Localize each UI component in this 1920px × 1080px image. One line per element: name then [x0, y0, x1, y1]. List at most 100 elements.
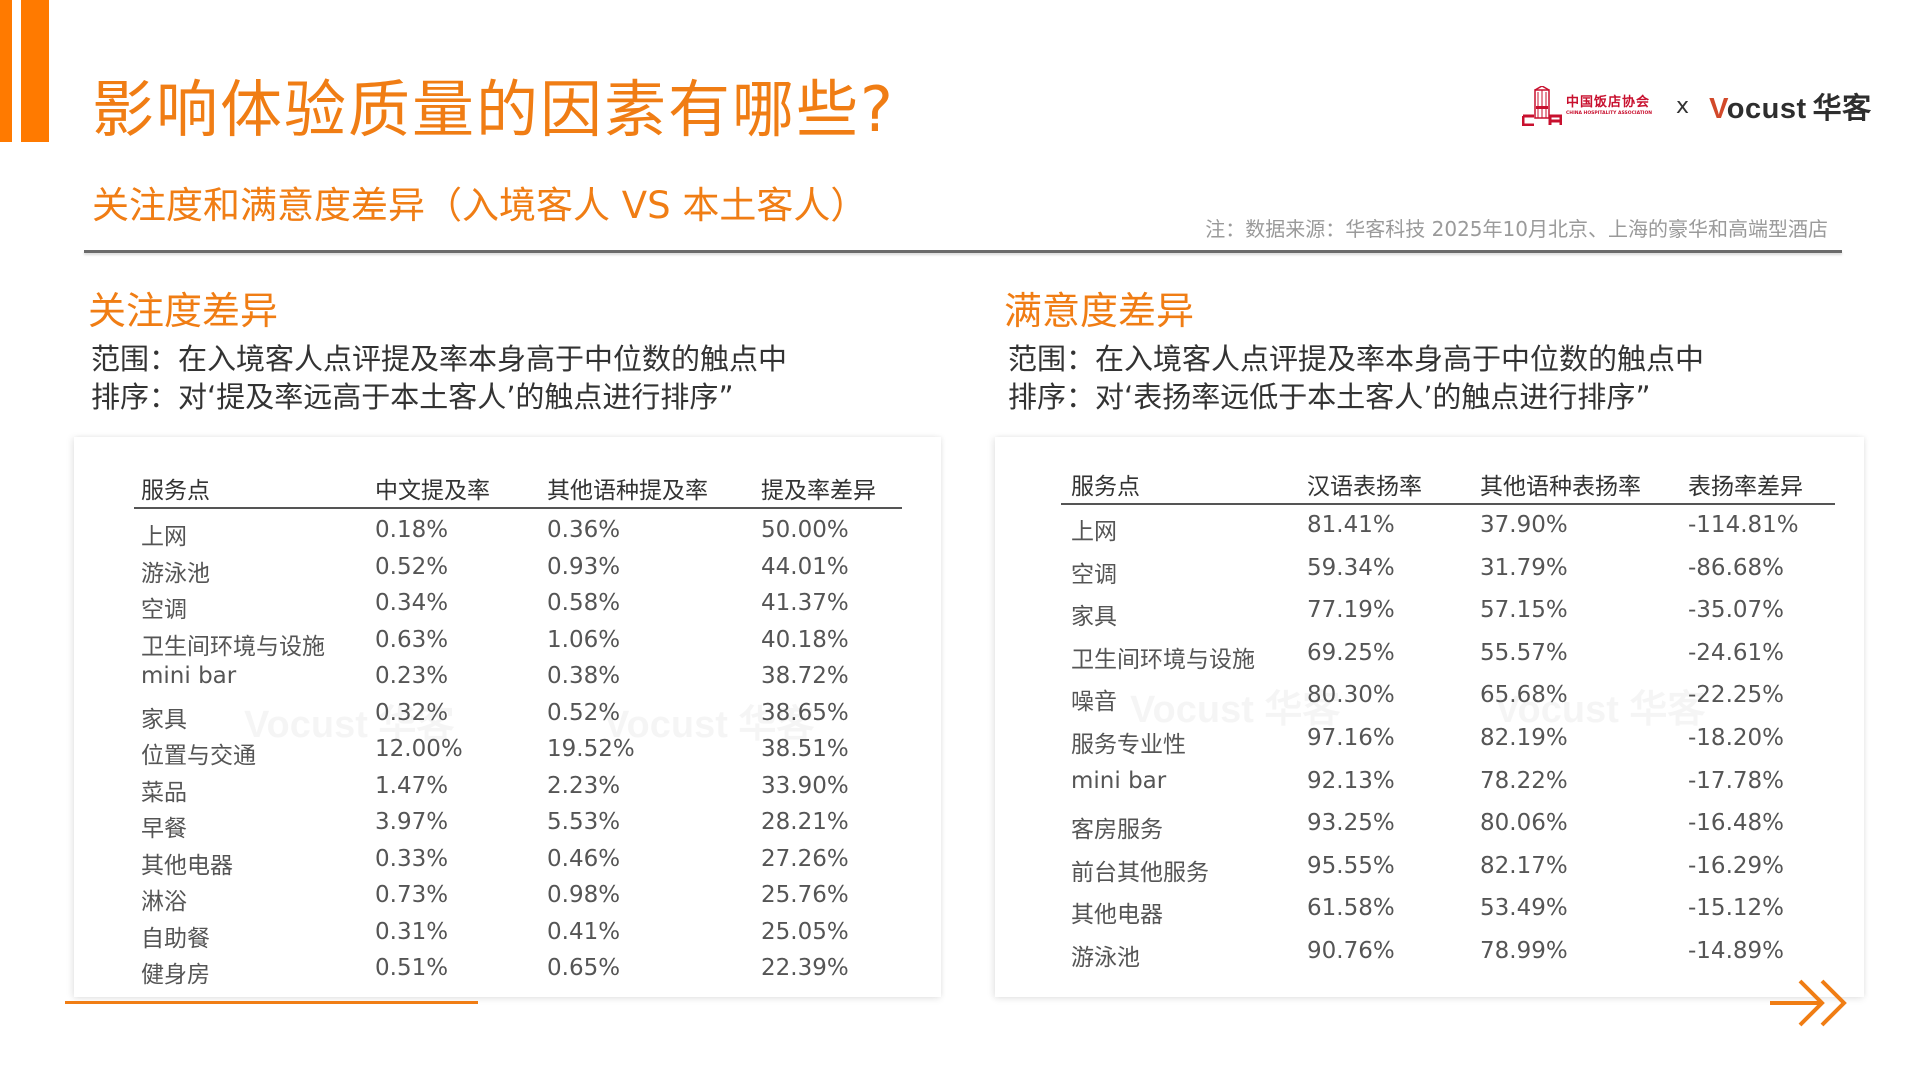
rate-diff-cell: 25.76% — [761, 882, 849, 908]
service-point-cell: 噪音 — [1071, 689, 1117, 716]
rate-other-cell: 78.99% — [1480, 938, 1568, 964]
rate-diff-cell: -22.25% — [1688, 682, 1784, 709]
service-point-cell: 客房服务 — [1071, 817, 1163, 844]
rate-other-cell: 0.41% — [547, 918, 621, 945]
rate-diff-cell: -35.07% — [1688, 597, 1784, 624]
rate-other-cell: 82.17% — [1480, 852, 1568, 879]
rate-other-cell: 78.22% — [1480, 767, 1568, 794]
rate-other-cell: 80.06% — [1480, 810, 1568, 837]
rate-cn-cell: 0.51% — [375, 955, 449, 981]
rate-diff-cell: -24.61% — [1688, 639, 1784, 666]
rate-other-cell: 82.19% — [1480, 725, 1568, 751]
rate-other-cell: 0.38% — [547, 663, 621, 689]
satisfaction-scope: 范围：在入境客人点评提及率本身高于中位数的触点中 — [1008, 342, 1705, 376]
header-underline — [1061, 503, 1835, 505]
rate-cn-cell: 3.97% — [375, 809, 449, 835]
rate-diff-cell: -16.48% — [1688, 810, 1784, 837]
column-header: 中文提及率 — [375, 478, 490, 504]
attention-table-card: Vocust 华客 Vocust 华客 服务点 中文提及率 其他语种提及率 提及… — [74, 437, 941, 997]
rate-cn-cell: 12.00% — [375, 736, 463, 762]
rate-diff-cell: 50.00% — [761, 517, 849, 543]
vocust-logo-cn: 华客 — [1812, 93, 1872, 125]
rate-cn-cell: 0.23% — [375, 663, 449, 689]
page-subtitle: 关注度和满意度差异（入境客人 VS 本土客人） — [92, 184, 868, 227]
accent-bar-thick — [21, 0, 49, 142]
rate-diff-cell: -86.68% — [1688, 554, 1784, 581]
service-point-cell: 家具 — [141, 706, 187, 733]
rate-cn-cell: 0.52% — [375, 553, 449, 580]
data-source-note: 注：数据来源：华客科技 2025年10月北京、上海的豪华和高端型酒店 — [1205, 217, 1828, 241]
rate-diff-cell: 44.01% — [761, 553, 849, 580]
rate-other-cell: 0.58% — [547, 590, 621, 616]
vocust-logo-text: ocust — [1726, 93, 1807, 125]
rate-cn-cell: 0.63% — [375, 626, 449, 653]
service-point-cell: 卫生间环境与设施 — [1071, 646, 1255, 673]
column-header: 汉语表扬率 — [1307, 474, 1422, 500]
service-point-cell: 前台其他服务 — [1071, 859, 1209, 886]
service-point-cell: mini bar — [1071, 767, 1167, 794]
header-divider — [84, 250, 1842, 253]
rate-diff-cell: 28.21% — [761, 809, 849, 835]
rate-diff-cell: 41.37% — [761, 590, 849, 616]
rate-other-cell: 65.68% — [1480, 682, 1568, 709]
attention-section-title: 关注度差异 — [88, 289, 279, 333]
rate-cn-cell: 0.33% — [375, 845, 449, 872]
rate-other-cell: 57.15% — [1480, 597, 1568, 624]
rate-other-cell: 31.79% — [1480, 554, 1568, 581]
partner-logos: 中国饭店协会 CHINA HOSPITALITY ASSOCIATION x V… — [1522, 84, 1872, 128]
rate-cn-cell: 0.73% — [375, 882, 449, 908]
rate-diff-cell: 27.26% — [761, 845, 849, 872]
rate-diff-cell: 40.18% — [761, 626, 849, 653]
rate-other-cell: 0.36% — [547, 517, 621, 543]
rate-cn-cell: 59.34% — [1307, 554, 1395, 581]
rate-other-cell: 5.53% — [547, 809, 621, 835]
rate-cn-cell: 92.13% — [1307, 767, 1395, 794]
cha-logo: 中国饭店协会 CHINA HOSPITALITY ASSOCIATION — [1522, 86, 1652, 126]
rate-other-cell: 0.98% — [547, 882, 621, 908]
next-page-arrow-icon[interactable] — [1768, 978, 1848, 1028]
attention-sort: 排序：对‘提及率远高于本土客人’的触点进行排序” — [91, 380, 734, 414]
rate-diff-cell: -14.89% — [1688, 938, 1784, 964]
rate-other-cell: 1.06% — [547, 626, 621, 653]
rate-cn-cell: 97.16% — [1307, 725, 1395, 751]
rate-cn-cell: 0.18% — [375, 517, 449, 543]
rate-cn-cell: 0.31% — [375, 918, 449, 945]
vocust-logo: Vocust 华客 — [1709, 85, 1872, 127]
service-point-cell: mini bar — [141, 663, 237, 689]
service-point-cell: 菜品 — [141, 779, 187, 806]
rate-other-cell: 0.93% — [547, 553, 621, 580]
accent-underline — [65, 1001, 478, 1004]
rate-diff-cell: -17.78% — [1688, 767, 1784, 794]
rate-diff-cell: -15.12% — [1688, 895, 1784, 922]
rate-diff-cell: 38.51% — [761, 736, 849, 762]
rate-cn-cell: 61.58% — [1307, 895, 1395, 922]
rate-diff-cell: -18.20% — [1688, 725, 1784, 751]
page-title: 影响体验质量的因素有哪些? — [92, 73, 895, 146]
rate-cn-cell: 93.25% — [1307, 810, 1395, 837]
rate-cn-cell: 0.34% — [375, 590, 449, 616]
rate-cn-cell: 81.41% — [1307, 512, 1395, 538]
service-point-cell: 位置与交通 — [141, 743, 256, 769]
service-point-cell: 其他电器 — [141, 852, 233, 879]
rate-cn-cell: 80.30% — [1307, 682, 1395, 709]
rate-cn-cell: 0.32% — [375, 699, 449, 726]
satisfaction-section-title: 满意度差异 — [1004, 289, 1195, 333]
rate-diff-cell: 33.90% — [761, 772, 849, 799]
attention-scope: 范围：在入境客人点评提及率本身高于中位数的触点中 — [91, 342, 788, 376]
service-point-cell: 早餐 — [141, 816, 187, 842]
column-header: 服务点 — [1071, 474, 1140, 500]
rate-cn-cell: 90.76% — [1307, 938, 1395, 964]
column-header: 服务点 — [141, 478, 210, 504]
vocust-logo-v: V — [1709, 93, 1727, 125]
service-point-cell: 卫生间环境与设施 — [141, 633, 325, 660]
cha-name-cn: 中国饭店协会 — [1566, 94, 1651, 110]
rate-diff-cell: 25.05% — [761, 918, 849, 945]
service-point-cell: 服务专业性 — [1071, 732, 1186, 758]
column-header: 表扬率差异 — [1688, 474, 1803, 500]
service-point-cell: 上网 — [1071, 519, 1117, 545]
rate-cn-cell: 69.25% — [1307, 639, 1395, 666]
rate-diff-cell: -114.81% — [1688, 512, 1799, 538]
service-point-cell: 游泳池 — [141, 560, 210, 587]
service-point-cell: 淋浴 — [141, 889, 187, 915]
rate-cn-cell: 95.55% — [1307, 852, 1395, 879]
